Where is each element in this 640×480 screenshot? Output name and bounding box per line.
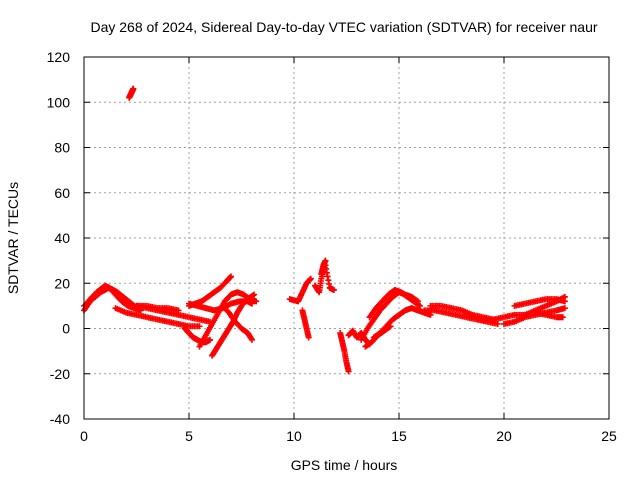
- segment-late-drop: [532, 309, 566, 321]
- y-tick-label: 60: [54, 185, 70, 201]
- data-point: [196, 323, 203, 330]
- y-tick-label: 100: [47, 94, 71, 110]
- x-tick-label: 0: [80, 428, 88, 444]
- y-tick-label: 0: [62, 321, 70, 337]
- x-tick-label: 5: [185, 428, 193, 444]
- chart-title: Day 268 of 2024, Sidereal Day-to-day VTE…: [90, 19, 597, 35]
- segment-down-7h: [219, 302, 255, 343]
- data-point: [130, 85, 137, 92]
- segment-rise-13h-b: [366, 287, 423, 321]
- x-tick-label: 25: [601, 428, 617, 444]
- data-point: [307, 275, 314, 282]
- data-point: [417, 302, 423, 309]
- segment-dip-12h: [337, 330, 352, 375]
- segment-low-14h: [362, 323, 394, 350]
- segment-scatter-10h: [286, 275, 314, 305]
- data-point: [253, 298, 260, 305]
- x-axis: 0 5 10 15 20 25: [80, 57, 617, 444]
- data-point: [228, 273, 234, 280]
- data-point: [175, 307, 182, 314]
- y-tick-label: -40: [50, 411, 70, 427]
- y-tick-label: -20: [50, 366, 70, 382]
- data-point: [559, 314, 566, 321]
- grid: [84, 57, 609, 419]
- data-point: [561, 305, 568, 312]
- data-point: [249, 336, 255, 343]
- x-tick-label: 20: [496, 428, 512, 444]
- y-tick-label: 20: [54, 275, 70, 291]
- y-tick-label: 80: [54, 140, 70, 156]
- data-point: [494, 320, 501, 327]
- data-point: [330, 287, 337, 294]
- data-point: [251, 291, 258, 298]
- x-tick-label: 10: [286, 428, 302, 444]
- y-tick-label: 120: [47, 49, 71, 65]
- data-point: [322, 257, 329, 264]
- x-axis-label: GPS time / hours: [291, 457, 398, 473]
- data-point: [305, 334, 312, 341]
- segment-flat-band: [133, 302, 182, 314]
- data-point: [345, 368, 352, 375]
- x-tick-label: 15: [391, 428, 407, 444]
- data-series: [81, 85, 568, 375]
- segment-band-17h-b: [421, 307, 501, 327]
- data-point: [127, 300, 134, 307]
- data-point: [387, 323, 394, 330]
- y-axis-label: SDTVAR / TECUs: [5, 182, 21, 294]
- segment-early-cluster-c: [85, 282, 134, 307]
- segment-rise-6h-b: [196, 289, 260, 350]
- segment-spike-11h: [318, 257, 329, 278]
- data-point: [207, 336, 213, 343]
- y-tick-label: 40: [54, 230, 70, 246]
- segment-spike-2h: [126, 85, 137, 101]
- segment-fall-6h: [209, 291, 258, 359]
- y-axis: -40 -20 0 20 40 60 80 100 120: [47, 49, 609, 427]
- segment-drop-10h: [299, 307, 312, 341]
- data-point: [561, 293, 568, 300]
